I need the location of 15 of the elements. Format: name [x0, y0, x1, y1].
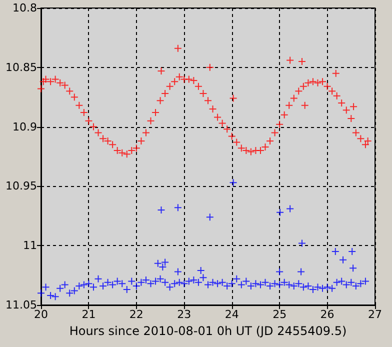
x-axis-title: Hours since 2010-08-01 0h UT (JD 2455409.5): [69, 324, 347, 338]
x-tick-label: 24: [224, 308, 239, 321]
y-tick-label: 11: [23, 239, 37, 252]
x-tick-label: 23: [177, 308, 192, 321]
y-tick-label: 10.8: [12, 2, 37, 14]
y-tick-label: 10.95: [6, 180, 37, 193]
y-tick-label: 10.85: [6, 60, 37, 74]
x-tick-label: 26: [320, 308, 334, 321]
y-tick-label: 11.05: [6, 298, 37, 312]
x-tick-label: 22: [129, 308, 144, 321]
y-tick-label: 10.9: [12, 120, 37, 134]
x-tick-label: 20: [34, 308, 48, 321]
x-tick-label: 27: [368, 308, 382, 321]
x-tick-label: 21: [82, 308, 96, 321]
x-tick-label: 25: [272, 308, 287, 321]
